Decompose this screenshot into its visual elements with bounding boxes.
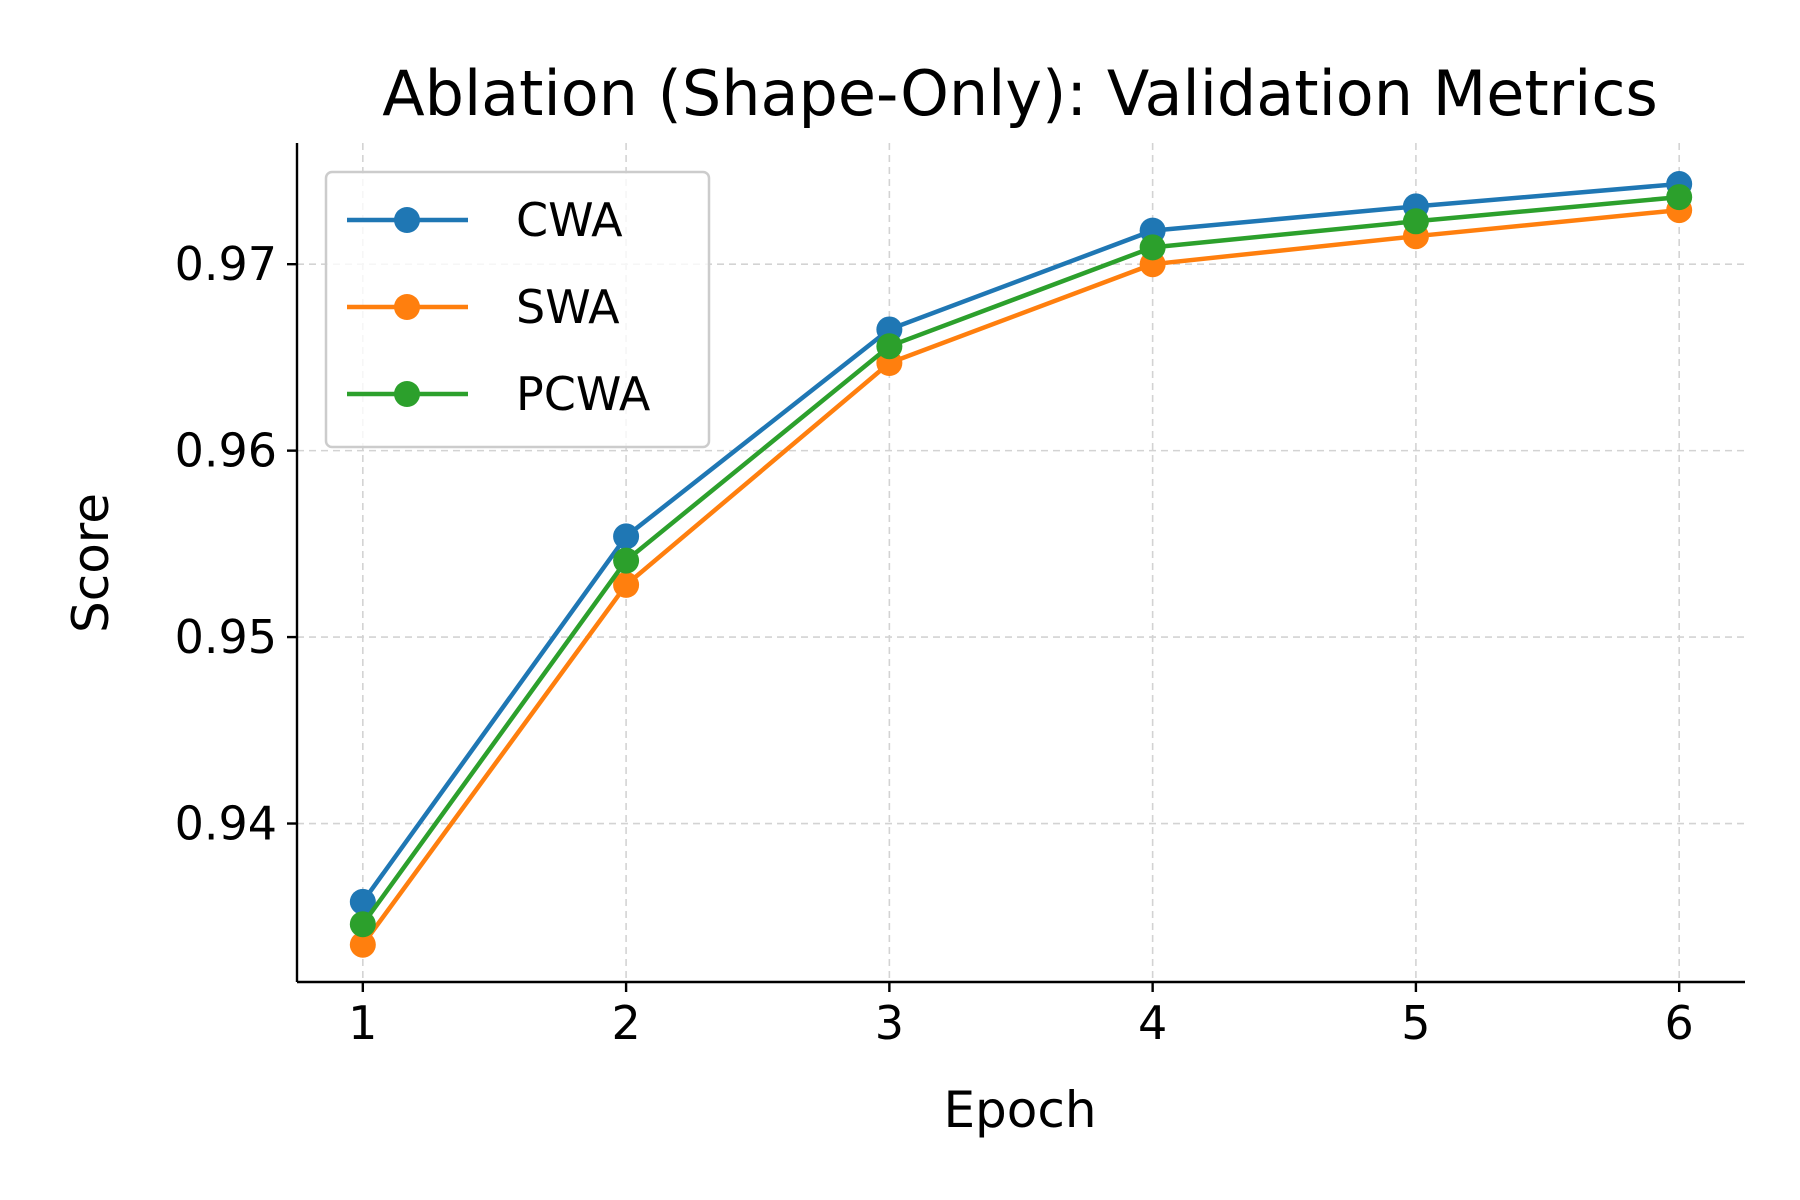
x-tick-label: 4 — [1138, 996, 1167, 1050]
legend-marker-pcwa — [394, 381, 420, 407]
y-tick-label: 0.96 — [175, 424, 277, 478]
x-tick-label: 3 — [875, 996, 904, 1050]
series-group — [349, 171, 1693, 958]
x-tick-label: 2 — [611, 996, 640, 1050]
legend-label-swa: SWA — [516, 280, 620, 334]
legend-marker-cwa — [394, 207, 420, 233]
axes: 1 2 3 4 5 6 0.94 0.95 0.96 0.97 — [175, 143, 1745, 1050]
legend-marker-swa — [394, 294, 420, 320]
data-point-pcwa — [1666, 184, 1693, 211]
data-point-pcwa — [876, 333, 903, 360]
data-point-pcwa — [613, 547, 640, 574]
x-axis-title: Epoch — [943, 1081, 1096, 1139]
data-point-swa — [349, 931, 376, 958]
data-point-pcwa — [349, 911, 376, 938]
data-point-swa — [613, 571, 640, 598]
data-point-cwa — [349, 888, 376, 915]
legend: CWA SWA PCWA — [324, 170, 711, 449]
y-axis-title: Score — [62, 493, 120, 633]
y-tick-label: 0.95 — [175, 610, 277, 664]
series-line-swa — [360, 207, 1680, 947]
data-point-cwa — [613, 523, 640, 550]
grid — [297, 143, 1745, 982]
legend-label-pcwa: PCWA — [516, 367, 651, 421]
chart-title: Ablation (Shape-Only): Validation Metric… — [382, 57, 1658, 130]
data-point-pcwa — [1402, 208, 1429, 235]
y-tick-label: 0.94 — [175, 797, 277, 851]
legend-box — [324, 170, 711, 449]
x-tick-label: 6 — [1665, 996, 1694, 1050]
data-point-pcwa — [1139, 234, 1166, 261]
x-tick-label: 5 — [1401, 996, 1430, 1050]
series-line-cwa — [360, 181, 1680, 904]
x-tick-label: 1 — [348, 996, 377, 1050]
y-tick-label: 0.97 — [175, 237, 277, 291]
legend-label-cwa: CWA — [516, 193, 623, 247]
series-line-pcwa — [360, 194, 1680, 926]
